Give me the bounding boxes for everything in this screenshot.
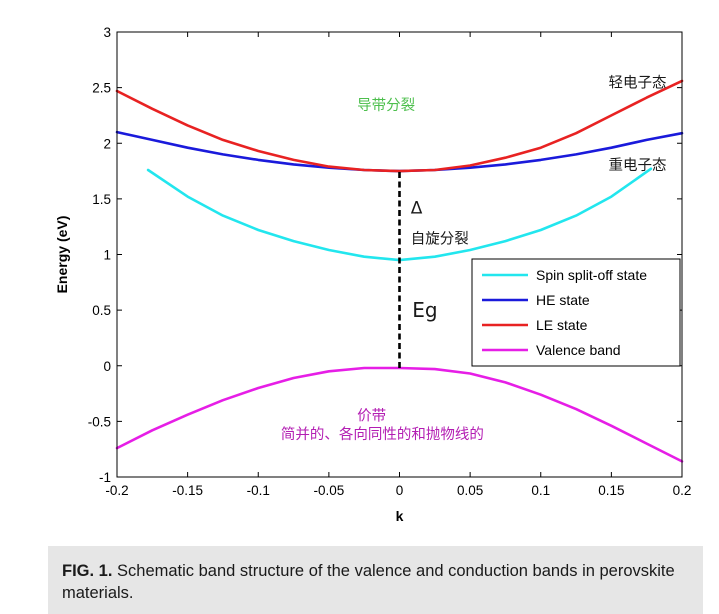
y-tick-label: 2	[103, 136, 111, 151]
annotation-7: 价带	[357, 407, 386, 424]
figure-caption: FIG. 1. Schematic band structure of the …	[48, 546, 703, 614]
legend-entry-label: Spin split-off state	[536, 267, 647, 283]
x-tick-label: -0.1	[247, 483, 270, 498]
y-axis-label: Energy (eV)	[54, 216, 70, 294]
tick-layer: -0.2 -0.15 -0.1 -0.05 0 0.05 0.1 0.15 0.2 -1 -0.5 0…	[88, 25, 692, 498]
annotation-3: 重电子态	[609, 157, 667, 174]
annotation-5: 自旋分裂	[411, 230, 469, 247]
annotation-2: 导带分裂	[357, 97, 415, 114]
figure-caption-label: FIG. 1.	[62, 562, 113, 580]
legend: Spin split-off state HE state LE state Vale…	[471, 258, 681, 367]
y-tick-label: 1	[103, 248, 111, 263]
annotation-6: Eg	[412, 298, 437, 322]
x-tick-label: -0.05	[313, 483, 344, 498]
legend-entry-label: Valence band	[536, 342, 621, 358]
x-tick-label: -0.15	[172, 483, 203, 498]
y-tick-label: 3	[103, 25, 111, 40]
figure-caption-text: Schematic band structure of the valence …	[62, 562, 675, 602]
x-tick-label: 0.05	[457, 483, 483, 498]
annotation-4: Δ	[411, 198, 423, 218]
legend-box	[471, 258, 681, 367]
annotation-1: 轻电子态	[609, 75, 667, 92]
y-tick-label: 0	[103, 359, 111, 374]
x-tick-label: 0.2	[673, 483, 692, 498]
y-tick-label: 1.5	[92, 192, 111, 207]
series-line-3	[115, 79, 684, 173]
legend-entry-label: HE state	[536, 292, 590, 308]
y-tick-label: 0.5	[92, 303, 111, 318]
legend-entry-label: LE state	[536, 317, 588, 333]
x-tick-label: -0.2	[105, 483, 128, 498]
y-tick-label: -1	[99, 470, 111, 485]
band-structure-chart: -0.2 -0.15 -0.1 -0.05 0 0.05 0.1 0.15 0.2 -1 -0.5 0…	[54, 25, 692, 524]
x-tick-label: 0	[396, 483, 404, 498]
x-axis-label: k	[396, 508, 404, 524]
x-tick-label: 0.1	[531, 483, 550, 498]
series-line-2	[115, 130, 684, 173]
y-tick-label: 2.5	[92, 81, 111, 96]
x-tick-label: 0.15	[598, 483, 624, 498]
series-line-4	[115, 366, 684, 463]
annotation-8: 简并的、各向同性的和抛物线的	[281, 426, 484, 443]
y-tick-label: -0.5	[88, 414, 111, 429]
